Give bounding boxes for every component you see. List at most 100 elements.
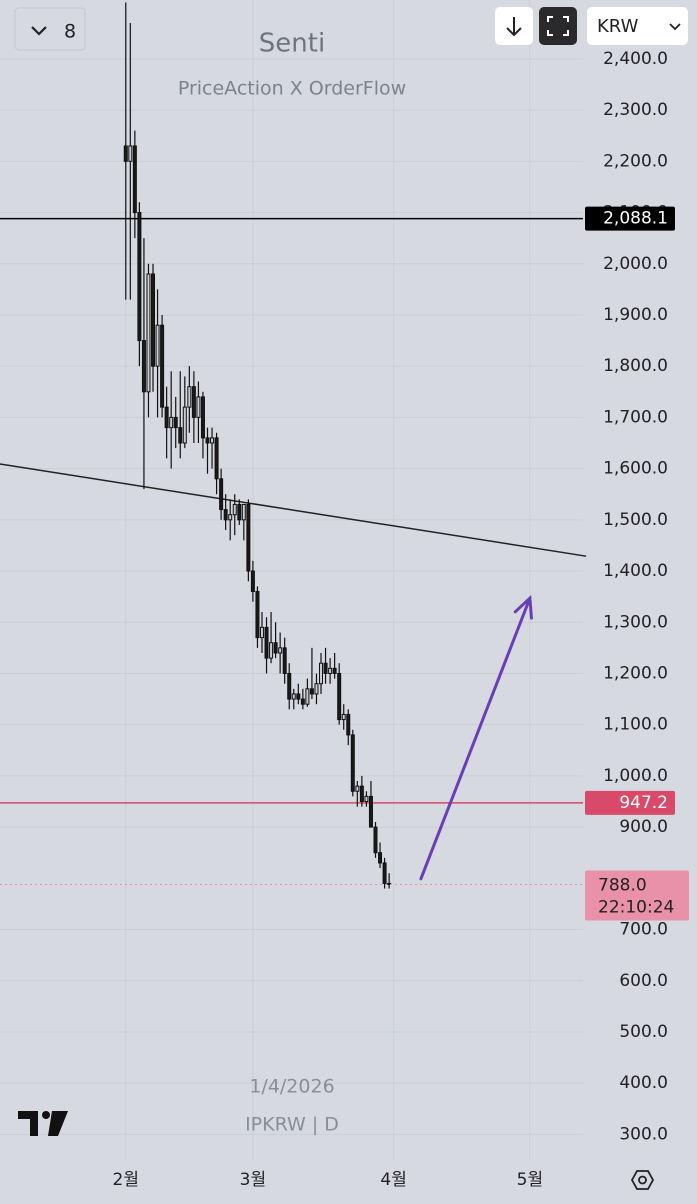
fullscreen-button[interactable] [539, 7, 577, 45]
candle-body [196, 396, 201, 418]
candle-body [187, 386, 192, 408]
y-tick-label: 1,800.0 [603, 356, 668, 376]
candle-body [219, 478, 224, 511]
candle-body [173, 416, 178, 429]
candle-body [387, 882, 392, 885]
candle-body [182, 406, 187, 444]
last-price-label: 788.0 [598, 875, 647, 895]
candle-body [259, 626, 264, 639]
candle-body [287, 672, 292, 700]
candle-body [337, 672, 342, 721]
candle-body [210, 437, 215, 444]
y-tick-label: 2,300.0 [603, 100, 668, 120]
arrow [419, 594, 533, 881]
y-tick-label: 1,200.0 [603, 663, 668, 683]
candle-body [241, 503, 246, 521]
candle-body [341, 713, 346, 721]
candle-body [314, 683, 319, 695]
y-tick-label: 600.0 [619, 971, 668, 991]
candle-body [291, 693, 296, 700]
price-label: 2,088.1 [603, 209, 668, 229]
candle-body [151, 273, 156, 367]
candle-body [373, 826, 378, 854]
candle-body [214, 437, 219, 480]
candle-body [232, 503, 237, 516]
candle-body [191, 386, 196, 418]
y-tick-label: 500.0 [619, 1022, 668, 1042]
y-tick-label: 900.0 [619, 817, 668, 837]
y-tick-label: 2,000.0 [603, 254, 668, 274]
candle-body [278, 647, 283, 654]
countdown-label: 22:10:24 [598, 897, 674, 917]
candle-body [137, 212, 142, 342]
candle-body [164, 406, 169, 429]
watermark-symbol: IPKRW | D [245, 1114, 339, 1136]
chart-subtitle: PriceAction X OrderFlow [178, 78, 406, 100]
y-tick-label: 1,300.0 [603, 612, 668, 632]
candle-body [205, 437, 210, 444]
candle-body [123, 145, 128, 162]
y-tick-label: 1,100.0 [603, 715, 668, 735]
y-tick-label: 400.0 [619, 1073, 668, 1093]
indicator-count: 8 [64, 21, 76, 43]
settings-button[interactable] [630, 1170, 655, 1190]
y-tick-label: 1,600.0 [603, 459, 668, 479]
candle-body [237, 503, 242, 521]
candle-body [264, 626, 269, 659]
candle-body [200, 396, 205, 439]
y-tick-label: 300.0 [619, 1124, 668, 1144]
candle-body [364, 795, 369, 803]
candle-body [346, 713, 351, 736]
candle-body [296, 693, 301, 700]
candle-body [359, 785, 364, 803]
candle-body [246, 503, 251, 572]
candle-body [328, 667, 333, 674]
trendline [0, 463, 587, 557]
chart-title: Senti [259, 29, 325, 59]
y-tick-label: 700.0 [619, 920, 668, 940]
plot [0, 2, 587, 889]
candle-body [323, 662, 328, 674]
indicator-toggle[interactable]: 8 [14, 7, 86, 51]
candle-body [273, 642, 278, 654]
candle-body [378, 852, 383, 864]
y-tick-label: 1,700.0 [603, 407, 668, 427]
price-label-box [585, 790, 675, 815]
candle-body [305, 688, 310, 705]
candle-body [332, 667, 337, 674]
candle-body [355, 785, 360, 792]
candle-body [269, 642, 274, 659]
candle-body [128, 145, 133, 162]
candle-body [160, 324, 165, 408]
grid [0, 0, 583, 1160]
candle-body [300, 698, 305, 705]
candle-body [141, 340, 146, 393]
x-tick-label: 2월 [113, 1170, 139, 1190]
y-tick-label: 1,400.0 [603, 561, 668, 581]
last-price-box [585, 870, 689, 921]
price-label-box [585, 206, 675, 231]
candle-body [132, 145, 137, 214]
candle-body [228, 514, 233, 521]
currency-label: KRW [597, 16, 639, 37]
candle-body [178, 427, 183, 444]
y-tick-label: 1,900.0 [603, 305, 668, 325]
candle-body [146, 273, 151, 393]
candle-body [382, 862, 387, 884]
y-tick-label: 1,000.0 [603, 766, 668, 786]
x-tick-label: 5월 [517, 1170, 543, 1190]
candle-body [169, 416, 174, 429]
currency-select[interactable]: KRW [587, 7, 688, 45]
candle-body [282, 647, 287, 674]
candle-body [368, 795, 373, 828]
download-button[interactable] [495, 7, 533, 45]
candle-body [155, 324, 160, 367]
y-tick-label: 2,400.0 [603, 49, 668, 69]
candle-body [309, 688, 314, 695]
tradingview-logo [18, 1111, 68, 1136]
y-tick-label: 2,200.0 [603, 151, 668, 171]
candle-body [350, 734, 355, 792]
price-label: 947.2 [619, 793, 668, 813]
